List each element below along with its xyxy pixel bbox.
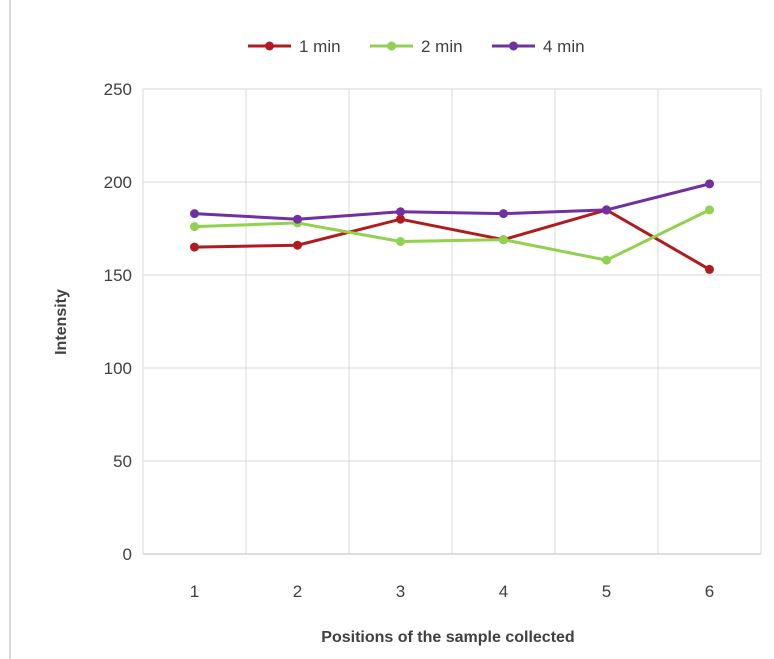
series-line: [194, 182, 710, 221]
legend: 1 min 2 min 4 min: [248, 37, 585, 56]
y-tick-label: 100: [104, 359, 132, 378]
data-point: [396, 214, 405, 224]
gridlines: [142, 88, 762, 555]
data-point: [499, 209, 508, 219]
series-lines: [190, 179, 714, 274]
series-line: [194, 208, 711, 271]
data-point: [396, 237, 405, 247]
y-axis-title: Intensity: [53, 289, 70, 355]
legend-marker: [509, 41, 518, 51]
legend-marker: [387, 41, 396, 51]
data-point: [190, 222, 199, 232]
data-point: [190, 242, 199, 252]
x-tick-label: 1: [190, 582, 199, 601]
data-point: [705, 264, 714, 274]
x-axis-ticks: 1 2 3 4 5 6: [190, 582, 714, 601]
y-tick-label: 200: [104, 173, 132, 192]
x-axis-title: Positions of the sample collected: [321, 629, 574, 646]
x-tick-label: 3: [396, 582, 405, 601]
legend-item: 2 min: [370, 37, 463, 56]
legend-label: 4 min: [543, 37, 585, 56]
x-tick-label: 6: [705, 582, 714, 601]
data-point: [499, 235, 508, 245]
y-axis-ticks: 0 50 100 150 200 250: [104, 80, 132, 564]
legend-label: 1 min: [299, 37, 341, 56]
legend-item: 1 min: [248, 37, 341, 56]
y-tick-label: 150: [104, 266, 132, 285]
data-point: [705, 179, 714, 189]
data-point: [602, 255, 611, 265]
data-point: [293, 214, 302, 224]
y-tick-label: 0: [123, 545, 132, 564]
series-2-min: [190, 205, 714, 265]
y-tick-label: 250: [104, 80, 132, 99]
data-point: [705, 205, 714, 215]
legend-marker: [265, 41, 274, 51]
data-point: [396, 207, 405, 217]
data-point: [190, 209, 199, 219]
x-tick-label: 4: [499, 582, 508, 601]
x-tick-label: 2: [293, 582, 302, 601]
data-point: [602, 205, 611, 215]
x-tick-label: 5: [602, 582, 611, 601]
left-border-line: [9, 0, 11, 659]
legend-item: 4 min: [492, 37, 585, 56]
series-4-min: [190, 179, 714, 224]
legend-label: 2 min: [421, 37, 463, 56]
y-tick-label: 50: [113, 452, 132, 471]
series-line: [194, 208, 711, 262]
data-point: [293, 240, 302, 250]
